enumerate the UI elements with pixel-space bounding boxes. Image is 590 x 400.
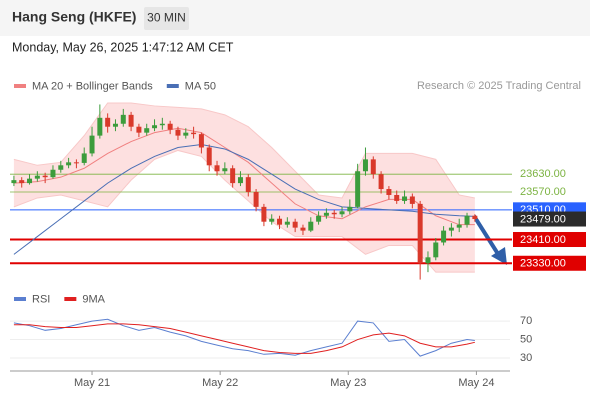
x-tick-label: May 22 [202, 377, 238, 389]
candle-body [300, 227, 306, 231]
candle-body [402, 196, 408, 201]
legend-label: MA 20 + Bollinger Bands [32, 80, 153, 92]
candle-body [417, 203, 423, 264]
candle-body [214, 165, 220, 172]
bollinger-lower [13, 149, 475, 273]
x-tick-label: May 21 [74, 377, 110, 389]
legend-swatch [14, 297, 26, 301]
candle-body [425, 257, 431, 264]
legend-label: 9MA [82, 293, 105, 305]
candle-body [433, 242, 439, 258]
candle-body [230, 168, 236, 184]
candle-body [323, 212, 329, 216]
candle-body [472, 215, 478, 220]
candle-body [331, 212, 337, 215]
candle-body [191, 132, 197, 135]
moving-average [13, 144, 475, 255]
y-tick-label: 70 [520, 315, 532, 327]
candle-body [58, 165, 64, 170]
candle-body [277, 218, 283, 225]
candle-body [261, 206, 267, 222]
legend-swatch [166, 84, 179, 88]
legend-label: RSI [32, 293, 50, 305]
level-label: 23479.00 [520, 213, 566, 225]
candle-body [370, 159, 376, 175]
candle-body [50, 169, 56, 178]
bollinger-fill [13, 102, 475, 273]
candle-body [73, 162, 79, 164]
candle-body [316, 215, 322, 222]
candle-body [245, 177, 251, 193]
candle-body [66, 162, 72, 166]
candle-body [19, 180, 25, 184]
attribution: Research © 2025 Trading Central [417, 80, 581, 92]
candle-body [339, 211, 345, 215]
legend-label: MA 50 [185, 80, 216, 92]
x-tick-label: May 23 [330, 377, 366, 389]
chart-title: Hang Seng (HKFE) [12, 9, 136, 25]
candle-body [128, 114, 134, 127]
candle-body [464, 215, 470, 225]
level-tag [513, 232, 586, 248]
x-tick-label: May 24 [458, 377, 494, 389]
candle-body [136, 126, 142, 133]
timeframe-badge [144, 7, 189, 30]
level-label: 23630.00 [520, 168, 566, 180]
candle-body [409, 196, 415, 204]
candle-body [253, 192, 259, 207]
candle-body [394, 194, 400, 201]
candle-body [308, 221, 314, 231]
candle-body [34, 175, 40, 179]
level-tag [513, 211, 586, 227]
candle-body [120, 114, 126, 124]
candle-body [159, 123, 165, 126]
level-label: 23330.00 [520, 258, 566, 270]
candle-body [81, 153, 87, 163]
candle-body [105, 117, 111, 127]
candle-body [237, 177, 243, 184]
level-label: 23410.00 [520, 234, 566, 246]
candle-body [441, 230, 447, 243]
candle-body [456, 224, 462, 228]
candle-body [448, 227, 454, 231]
candle-body [42, 175, 48, 178]
candle-body [183, 132, 189, 136]
forecast-arrow-head [491, 247, 507, 265]
candle-body [284, 221, 290, 225]
legend-swatch [64, 297, 77, 301]
candle-body [362, 159, 368, 172]
candle-body [27, 178, 33, 184]
timestamp: Monday, May 26, 2025 1:47:12 AM CET [12, 40, 234, 54]
candle-body [206, 147, 212, 166]
candle-body [222, 168, 228, 172]
header-bg [0, 0, 590, 36]
legend-swatch [14, 84, 26, 88]
candle-body [347, 206, 353, 212]
candle-body [198, 134, 204, 148]
level-label: 23570.00 [520, 186, 566, 198]
bollinger-upper [13, 102, 475, 199]
candle-body [386, 189, 392, 195]
candle-body [144, 128, 150, 133]
candle-body [167, 123, 173, 130]
rsi-line [13, 318, 475, 357]
candle-body [152, 125, 158, 129]
candle-body [355, 171, 361, 207]
candle-body [11, 180, 17, 184]
candle-body [97, 117, 103, 136]
y-tick-label: 50 [520, 333, 532, 345]
level-tag [513, 255, 586, 271]
candle-body [112, 123, 118, 127]
candle-body [292, 221, 298, 228]
candle-body [269, 218, 275, 222]
candle-body [89, 135, 95, 154]
forecast-arrow [472, 214, 500, 256]
candle-body [378, 174, 384, 190]
rsi-line [13, 323, 475, 354]
candle-body [175, 129, 181, 136]
timeframe: 30 MIN [147, 11, 186, 25]
y-tick-label: 30 [520, 352, 532, 364]
